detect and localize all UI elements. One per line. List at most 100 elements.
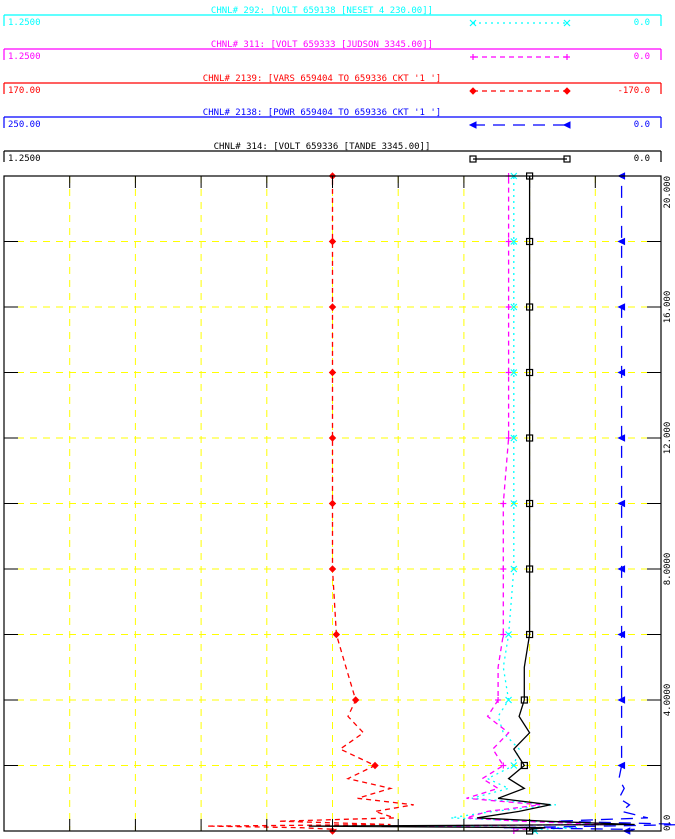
legend-channel-name: CHNL# 2139: [VARS 659404 TO 659336 CKT '… (203, 74, 441, 84)
data-point (525, 565, 534, 573)
data-point (371, 761, 379, 770)
data-point (510, 762, 518, 769)
data-point (617, 630, 626, 639)
series-line (382, 176, 609, 832)
data-point-shape (328, 565, 337, 573)
data-point (617, 761, 626, 770)
legend-channel-name: CHNL# 311: [VOLT 659333 [JUDSON 3345.00]… (211, 40, 433, 50)
data-point (500, 631, 507, 638)
legend-marker-start (469, 155, 477, 163)
data-point (520, 761, 528, 770)
data-point-shape (328, 499, 337, 508)
legend-marker-end-shape (562, 121, 571, 129)
x-tick-label: 20.000 (663, 176, 673, 209)
data-point-stroke-b (510, 303, 518, 311)
data-point-shape (525, 368, 534, 377)
legend-entry-2: CHNL# 311: [VOLT 659333 [JUDSON 3345.00]… (3, 40, 662, 62)
data-point-shape (328, 434, 337, 442)
data-point-shape (332, 630, 341, 639)
data-point (505, 631, 513, 638)
data-point (617, 434, 626, 442)
legend-marker-end-stroke-b (563, 19, 571, 27)
data-point-shape (328, 237, 337, 246)
legend-marker-start-shape (469, 155, 477, 163)
data-point (328, 499, 337, 508)
series-4 (503, 172, 675, 835)
data-point-shape (328, 368, 337, 377)
data-point-shape (520, 761, 528, 770)
data-point (328, 368, 337, 377)
data-point-shape (617, 434, 626, 442)
series-line (308, 176, 635, 831)
data-point-shape (351, 696, 360, 704)
data-point-stroke-b (510, 434, 518, 442)
data-point (328, 434, 337, 442)
legend-marker-start-shape (468, 121, 477, 129)
plot-series (206, 172, 675, 835)
data-point-shape (617, 368, 626, 377)
x-tick-label: 4.0000 (663, 684, 673, 717)
legend-scale-left: 170.00 (8, 86, 41, 96)
data-point (510, 434, 518, 442)
channel-legend: CHNL# 292: [VOLT 659138 [NESET 4 230.00]… (3, 6, 662, 164)
legend-marker-end (563, 87, 571, 95)
legend-scale-right: -170.0 (617, 86, 650, 96)
data-point-shape (617, 499, 626, 508)
data-point (500, 762, 507, 769)
data-point (500, 500, 507, 507)
plot-frame (3, 175, 662, 832)
legend-scale-right: 0.0 (634, 154, 650, 164)
data-point-stroke-b (510, 565, 518, 573)
legend-scale-right: 0.0 (634, 52, 650, 62)
legend-marker-start-stroke-b (469, 19, 477, 27)
data-point-stroke-b (505, 631, 513, 638)
legend-channel-name: CHNL# 2138: [POWR 659404 TO 659336 CKT '… (203, 108, 441, 118)
legend-marker-start (469, 19, 477, 27)
data-point-shape (617, 565, 626, 573)
data-point-shape (525, 499, 534, 508)
data-point (525, 434, 534, 442)
legend-marker-end (563, 19, 571, 27)
data-point-shape (371, 761, 379, 770)
data-point (617, 499, 626, 508)
data-point (495, 697, 502, 703)
data-point (617, 303, 626, 311)
x-tick-label: 8.0000 (663, 553, 673, 586)
data-point-shape (525, 565, 534, 573)
series-5 (308, 172, 635, 835)
legend-scale-right: 0.0 (634, 120, 650, 130)
legend-channel-name: CHNL# 314: [VOLT 659336 [TANDE 3345.00]] (214, 142, 431, 152)
data-point-shape (328, 303, 337, 311)
legend-scale-left: 250.00 (8, 120, 41, 130)
data-point (505, 304, 512, 310)
data-point-stroke-b (510, 369, 518, 376)
data-point (617, 565, 626, 573)
data-point-stroke-b (510, 500, 518, 507)
data-point (525, 237, 534, 246)
legend-marker-end (562, 121, 571, 129)
legend-marker-start (469, 87, 477, 95)
data-point-shape (617, 303, 626, 311)
data-point-shape (520, 696, 528, 704)
legend-entry-4: CHNL# 2138: [POWR 659404 TO 659336 CKT '… (3, 108, 662, 130)
legend-scale-left: 1.2500 (8, 154, 41, 164)
legend-entry-1: CHNL# 292: [VOLT 659138 [NESET 4 230.00]… (3, 6, 662, 28)
legend-marker-end (563, 155, 571, 163)
series-line (206, 176, 414, 832)
data-point (505, 696, 513, 704)
data-point (525, 630, 534, 639)
x-tick-label: 16.000 (663, 291, 673, 324)
data-point-shape (525, 237, 534, 246)
legend-marker-start (468, 121, 477, 129)
data-point-stroke-b (505, 696, 513, 704)
legend-entry-5: CHNL# 314: [VOLT 659336 [TANDE 3345.00]]… (3, 142, 662, 164)
data-point-shape (617, 237, 626, 246)
data-point (520, 696, 528, 704)
legend-marker-end-shape (563, 155, 571, 163)
data-point (510, 369, 518, 376)
data-point (505, 369, 512, 376)
data-point (510, 565, 518, 573)
data-point-shape (525, 434, 534, 442)
data-point (328, 565, 337, 573)
data-point (328, 303, 337, 311)
